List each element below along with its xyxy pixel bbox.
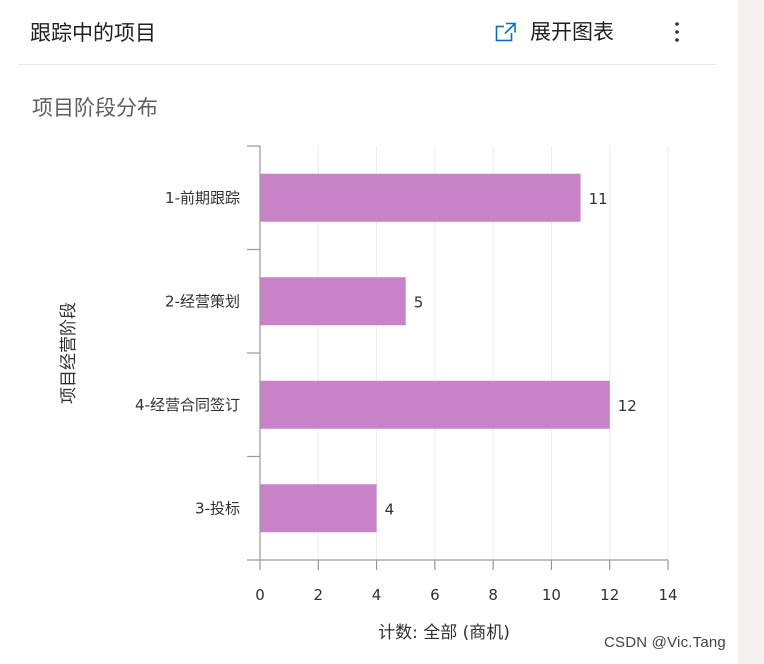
scrollbar-track[interactable] [738,0,764,664]
category-label: 4-经营合同签订 [135,396,240,414]
bar [260,484,377,533]
chart-title: 项目阶段分布 [32,96,158,120]
watermark: CSDN @Vic.Tang [604,634,726,651]
bar [260,173,581,222]
category-label: 2-经营策划 [165,292,240,310]
axes [247,145,669,570]
expand-chart-button[interactable]: 展开图表 [494,14,614,50]
category-label: 3-投标 [195,499,240,517]
chart-card: 跟踪中的项目 展开图表 项目阶段分布 0 2 4 6 8 10 12 14 1-前期跟踪 11 2-… [18,0,716,643]
open-in-new-icon [495,21,517,42]
bar [260,277,406,326]
more-vertical-icon [675,22,679,42]
labels: 0 2 4 6 8 10 12 14 1-前期跟踪 11 2-经营策划 5 4-经营合同签订 12 3-投标… [59,189,678,643]
bars [260,173,610,533]
data-label: 5 [414,293,424,311]
category-label: 1-前期跟踪 [165,189,240,207]
data-label: 11 [589,190,608,208]
bar-chart: 0 2 4 6 8 10 12 14 1-前期跟踪 11 2-经营策划 5 4-经营合同签订 12 3-投标… [59,145,678,643]
data-label: 4 [385,500,395,518]
y-axis-title: 项目经营阶段 [59,302,79,404]
expand-chart-label: 展开图表 [530,20,614,44]
x-tick-label: 2 [314,586,324,604]
x-tick-label: 4 [372,586,382,604]
x-tick-label: 10 [542,586,561,604]
data-label: 12 [618,397,637,415]
x-axis-title: 计数: 全部 (商机) [378,623,510,643]
x-tick-label: 0 [255,586,265,604]
bar [260,380,610,429]
x-tick-label: 12 [600,586,619,604]
x-tick-label: 14 [658,586,677,604]
x-tick-label: 8 [488,586,498,604]
card-title: 跟踪中的项目 [30,21,156,45]
x-tick-label: 6 [430,586,440,604]
card-header: 跟踪中的项目 展开图表 [18,0,716,65]
more-options-button[interactable] [663,16,691,48]
